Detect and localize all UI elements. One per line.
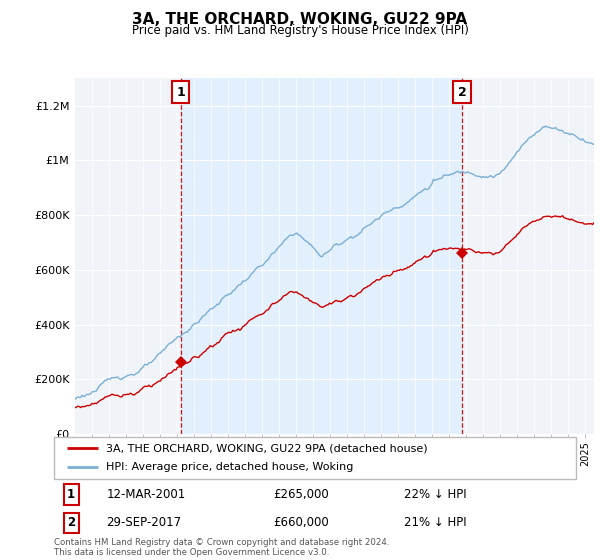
Text: 1: 1: [67, 488, 75, 501]
Text: 3A, THE ORCHARD, WOKING, GU22 9PA: 3A, THE ORCHARD, WOKING, GU22 9PA: [133, 12, 467, 27]
FancyBboxPatch shape: [54, 437, 576, 479]
Text: Contains HM Land Registry data © Crown copyright and database right 2024.
This d: Contains HM Land Registry data © Crown c…: [54, 538, 389, 557]
Text: £660,000: £660,000: [273, 516, 329, 529]
Text: 22% ↓ HPI: 22% ↓ HPI: [404, 488, 466, 501]
Text: 2: 2: [67, 516, 75, 529]
Bar: [181, 78, 462, 434]
Text: 3A, THE ORCHARD, WOKING, GU22 9PA (detached house): 3A, THE ORCHARD, WOKING, GU22 9PA (detac…: [106, 443, 428, 453]
Text: 29-SEP-2017: 29-SEP-2017: [106, 516, 181, 529]
Text: 1: 1: [176, 86, 185, 99]
Text: HPI: Average price, detached house, Woking: HPI: Average price, detached house, Woki…: [106, 463, 353, 473]
Text: 12-MAR-2001: 12-MAR-2001: [106, 488, 185, 501]
Text: 21% ↓ HPI: 21% ↓ HPI: [404, 516, 466, 529]
Text: Price paid vs. HM Land Registry's House Price Index (HPI): Price paid vs. HM Land Registry's House …: [131, 24, 469, 37]
Text: £265,000: £265,000: [273, 488, 329, 501]
Text: 2: 2: [458, 86, 466, 99]
